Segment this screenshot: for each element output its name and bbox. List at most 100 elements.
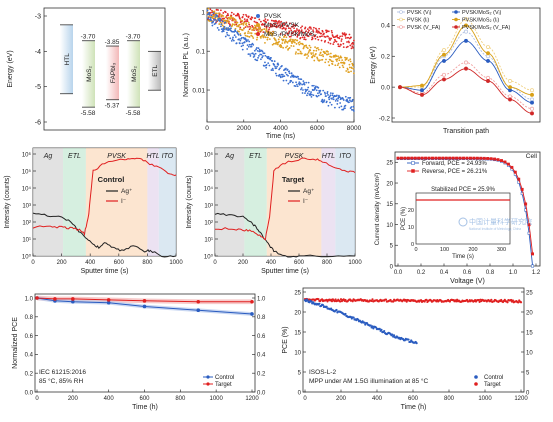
pl-point xyxy=(265,28,268,31)
pl-point xyxy=(251,16,254,19)
pl-point xyxy=(317,48,320,51)
isos-x-tick-label: 400 xyxy=(372,396,383,402)
jv-point xyxy=(406,156,410,160)
energy-value-label: -3.70 xyxy=(126,34,141,41)
pl-point xyxy=(275,41,278,44)
pl-point xyxy=(228,21,230,24)
pl-point xyxy=(306,57,308,59)
pl-point xyxy=(298,32,301,34)
iec-annotation-1: IEC 61215:2016 xyxy=(39,369,86,376)
tof-target-x-tick-label: 1000 xyxy=(348,260,362,266)
pl-point xyxy=(223,26,226,28)
pl-point xyxy=(336,99,339,102)
pl-point xyxy=(225,27,228,30)
pl-point xyxy=(218,13,221,16)
pl-point xyxy=(327,30,330,33)
pl-point xyxy=(234,30,237,33)
pl-point xyxy=(285,46,287,49)
pl-ylabel: Normalized PL (a.u.) xyxy=(183,33,190,97)
pl-point xyxy=(252,43,255,46)
tof-target-y-tick-label: 10⁰ xyxy=(204,253,214,260)
jv-inset-y-tick-label: 10 xyxy=(408,225,414,231)
pl-point xyxy=(270,25,272,28)
pl-point xyxy=(336,58,339,61)
pl-point xyxy=(243,21,246,24)
pl-point xyxy=(331,60,334,63)
isos-point xyxy=(380,328,383,331)
pl-point xyxy=(340,105,343,108)
pl-point xyxy=(294,38,297,41)
pl-point xyxy=(318,54,321,56)
pl-point xyxy=(272,32,274,35)
pl-point xyxy=(279,67,281,70)
iec-legend-marker xyxy=(206,382,210,386)
transition-point xyxy=(508,97,512,102)
pl-point xyxy=(235,23,238,26)
pl-point xyxy=(305,46,308,49)
jv-x-tick-label: 1.2 xyxy=(532,270,541,276)
pl-point xyxy=(315,49,318,52)
isos-point xyxy=(318,302,321,305)
jv-inset-x-tick-label: 200 xyxy=(468,247,477,253)
tof-control-y-tick-label: 10⁵ xyxy=(22,168,32,175)
pl-point xyxy=(245,40,248,43)
iec-y2-tick-label: 1.0 xyxy=(257,296,266,302)
pl-point xyxy=(335,40,338,43)
pl-point xyxy=(279,26,282,29)
jv-y-tick-label: 15 xyxy=(386,202,393,208)
pl-point xyxy=(230,11,233,14)
pl-point xyxy=(340,43,342,46)
energy-bar-label: MoS₂ xyxy=(86,66,93,82)
pl-point xyxy=(230,16,233,19)
pl-point xyxy=(250,43,253,46)
pl-point xyxy=(352,67,355,70)
pl-point xyxy=(244,32,247,34)
iec-x-tick-label: 0 xyxy=(35,396,39,402)
isos-point xyxy=(425,298,428,302)
pl-point xyxy=(345,70,348,72)
iec-point xyxy=(35,296,39,300)
pl-point xyxy=(281,73,284,76)
pl-point xyxy=(295,43,298,45)
pl-point xyxy=(248,35,251,38)
pl-point xyxy=(276,62,279,65)
pl-point xyxy=(268,34,271,37)
jv-point xyxy=(486,157,490,160)
pl-point xyxy=(278,20,281,22)
pl-point xyxy=(306,33,308,35)
isos-point xyxy=(511,299,514,302)
isos-point xyxy=(378,327,381,330)
pl-point xyxy=(217,29,220,31)
pl-point xyxy=(279,33,282,35)
pl-legend-label: MoS₂/PVSK/MoS₂ xyxy=(264,31,317,38)
pl-point xyxy=(312,84,315,87)
isos-point xyxy=(405,300,408,303)
pl-point xyxy=(341,64,344,67)
jv-point xyxy=(455,156,459,160)
pl-point xyxy=(249,53,251,56)
pl-point xyxy=(226,34,229,36)
isos-point xyxy=(415,342,418,345)
pl-point xyxy=(307,86,310,89)
iec-point xyxy=(196,299,201,304)
transition-point xyxy=(486,45,490,49)
pl-point xyxy=(270,69,273,71)
pl-point xyxy=(348,101,350,104)
energy-bar xyxy=(127,40,140,108)
transition-point xyxy=(530,100,534,105)
jv-point xyxy=(524,202,528,206)
pl-point xyxy=(249,32,251,34)
pl-point xyxy=(331,92,334,95)
pl-point xyxy=(324,92,327,95)
pl-point xyxy=(222,12,225,14)
pl-point xyxy=(348,71,350,74)
pl-point xyxy=(270,56,272,59)
pl-point xyxy=(251,35,254,38)
pl-point xyxy=(312,94,315,97)
pl-point xyxy=(306,28,309,30)
transition-point xyxy=(464,23,468,28)
iec-x-tick-label: 1000 xyxy=(209,396,223,402)
pl-point xyxy=(287,27,290,29)
transition-point xyxy=(442,48,446,53)
pl-point xyxy=(297,33,300,35)
